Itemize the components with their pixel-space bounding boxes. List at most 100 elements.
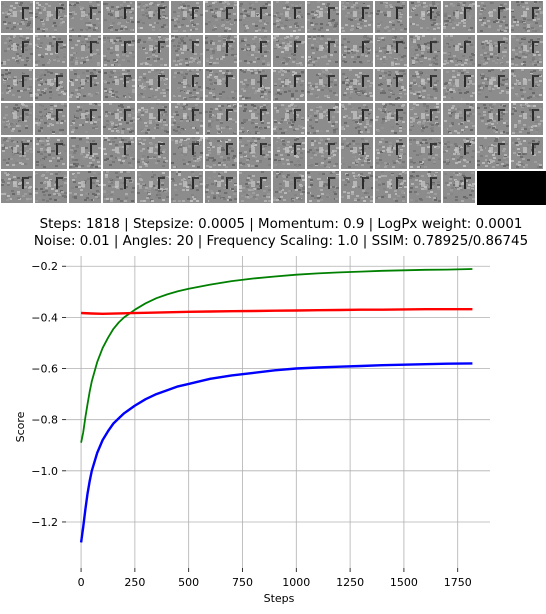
image-tile bbox=[307, 1, 339, 33]
image-tile bbox=[239, 35, 271, 67]
image-tile bbox=[69, 35, 101, 67]
image-tile bbox=[35, 1, 67, 33]
image-tile bbox=[341, 103, 373, 135]
image-tile bbox=[477, 1, 509, 33]
y-tick-label: −0.4 bbox=[31, 311, 58, 324]
image-tile bbox=[69, 171, 101, 203]
image-tile bbox=[443, 171, 475, 203]
image-tile bbox=[103, 1, 135, 33]
image-tile bbox=[103, 69, 135, 101]
image-tile bbox=[103, 137, 135, 169]
image-tile bbox=[341, 35, 373, 67]
image-tile bbox=[103, 103, 135, 135]
x-axis-label: Steps bbox=[264, 592, 295, 605]
series-blue-line bbox=[79, 362, 473, 543]
image-tile bbox=[443, 103, 475, 135]
image-tile bbox=[137, 69, 169, 101]
image-tile bbox=[69, 69, 101, 101]
image-tile bbox=[341, 171, 373, 203]
image-tile bbox=[273, 1, 305, 33]
image-tile bbox=[171, 69, 203, 101]
image-tile bbox=[307, 103, 339, 135]
image-tile bbox=[205, 103, 237, 135]
image-tile bbox=[205, 1, 237, 33]
image-tile bbox=[341, 1, 373, 33]
title-line-2: Noise: 0.01 | Angles: 20 | Frequency Sca… bbox=[33, 234, 529, 249]
image-tile bbox=[1, 69, 33, 101]
image-tile bbox=[137, 35, 169, 67]
image-tile bbox=[511, 103, 543, 135]
image-tile bbox=[409, 69, 441, 101]
image-tile bbox=[273, 103, 305, 135]
image-tile bbox=[375, 1, 407, 33]
x-tick-label: 1750 bbox=[444, 576, 472, 589]
image-tile bbox=[35, 69, 67, 101]
image-tile bbox=[307, 69, 339, 101]
image-tile bbox=[1, 35, 33, 67]
image-tile bbox=[69, 1, 101, 33]
image-tile bbox=[103, 35, 135, 67]
empty-tile bbox=[511, 171, 546, 205]
image-tile bbox=[375, 69, 407, 101]
image-tile bbox=[205, 35, 237, 67]
image-tile bbox=[1, 1, 33, 33]
image-tile bbox=[137, 1, 169, 33]
y-tick-label: −1.2 bbox=[31, 516, 58, 529]
image-tile bbox=[511, 137, 543, 169]
x-tick-label: 750 bbox=[232, 576, 253, 589]
image-tile bbox=[273, 35, 305, 67]
image-tile bbox=[307, 171, 339, 203]
x-tick-label: 250 bbox=[124, 576, 145, 589]
image-tile bbox=[409, 171, 441, 203]
image-tile bbox=[409, 35, 441, 67]
x-tick-label: 0 bbox=[78, 576, 85, 589]
image-tile bbox=[443, 137, 475, 169]
title-line-1: Steps: 1818 | Stepsize: 0.0005 | Momentu… bbox=[39, 217, 523, 232]
x-axis-ticks: 0 250 500 750 1000 1250 1500 1750 bbox=[78, 568, 472, 589]
image-tile bbox=[409, 1, 441, 33]
series-green-line bbox=[80, 268, 473, 443]
image-tile bbox=[375, 171, 407, 203]
image-tile bbox=[409, 103, 441, 135]
y-tick-label: −0.2 bbox=[31, 260, 58, 273]
image-tile bbox=[477, 35, 509, 67]
y-tick-label: −1.0 bbox=[31, 465, 58, 478]
grid-lines bbox=[66, 256, 490, 568]
series-group bbox=[79, 268, 473, 543]
image-tile bbox=[239, 69, 271, 101]
image-tile bbox=[103, 171, 135, 203]
image-tile bbox=[35, 103, 67, 135]
image-grid bbox=[0, 0, 546, 206]
x-tick-label: 1000 bbox=[282, 576, 310, 589]
image-tile bbox=[341, 137, 373, 169]
image-tile bbox=[1, 103, 33, 135]
y-axis-label: Score bbox=[14, 411, 27, 442]
image-tile bbox=[35, 171, 67, 203]
image-tile bbox=[273, 137, 305, 169]
y-tick-label: −0.8 bbox=[31, 414, 58, 427]
image-tile bbox=[171, 1, 203, 33]
image-tile bbox=[443, 1, 475, 33]
image-tile bbox=[171, 103, 203, 135]
image-tile bbox=[171, 171, 203, 203]
image-tile bbox=[171, 137, 203, 169]
image-tile bbox=[239, 137, 271, 169]
image-tile bbox=[137, 103, 169, 135]
image-tile bbox=[477, 103, 509, 135]
image-tile bbox=[273, 171, 305, 203]
image-tile bbox=[443, 69, 475, 101]
image-tile bbox=[239, 171, 271, 203]
image-tile bbox=[137, 137, 169, 169]
empty-tile bbox=[477, 171, 513, 205]
image-tile bbox=[307, 137, 339, 169]
image-tile bbox=[443, 35, 475, 67]
image-tile bbox=[1, 171, 33, 203]
image-tile bbox=[375, 35, 407, 67]
x-tick-label: 1250 bbox=[336, 576, 364, 589]
x-tick-label: 1500 bbox=[390, 576, 418, 589]
image-tile bbox=[239, 103, 271, 135]
image-tile bbox=[171, 35, 203, 67]
y-tick-label: −0.6 bbox=[31, 363, 58, 376]
image-tile bbox=[511, 1, 543, 33]
